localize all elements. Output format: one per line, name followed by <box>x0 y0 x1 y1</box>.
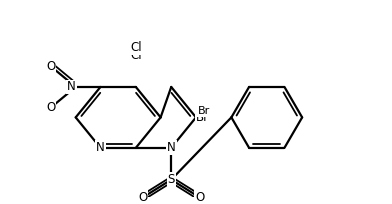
Text: N: N <box>96 141 105 154</box>
Text: Cl: Cl <box>130 41 142 54</box>
Text: Br: Br <box>198 106 210 116</box>
Text: N: N <box>167 141 176 154</box>
Text: Cl: Cl <box>130 49 142 62</box>
Text: O: O <box>46 60 56 73</box>
Text: O: O <box>195 191 204 204</box>
Text: O: O <box>138 191 147 204</box>
Text: S: S <box>167 173 175 186</box>
Text: O: O <box>46 101 56 114</box>
Text: Br: Br <box>196 111 209 124</box>
Text: N: N <box>67 80 76 93</box>
